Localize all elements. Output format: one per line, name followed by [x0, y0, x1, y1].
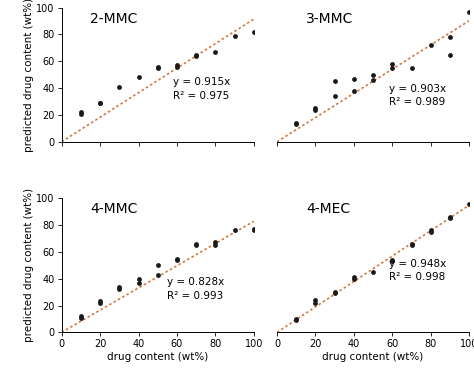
- Point: [369, 77, 377, 83]
- Point: [77, 313, 85, 319]
- Point: [116, 286, 123, 293]
- Point: [250, 226, 258, 232]
- Point: [135, 276, 142, 282]
- Point: [311, 297, 319, 303]
- Text: y = 0.948x
R² = 0.998: y = 0.948x R² = 0.998: [389, 259, 446, 282]
- Point: [154, 272, 162, 278]
- Point: [369, 72, 377, 78]
- Point: [96, 100, 104, 106]
- Point: [427, 227, 435, 233]
- Point: [96, 300, 104, 306]
- Point: [192, 241, 200, 247]
- Point: [173, 256, 181, 262]
- Point: [116, 284, 123, 290]
- Y-axis label: predicted drug content (wt%): predicted drug content (wt%): [24, 0, 34, 152]
- Point: [369, 269, 377, 275]
- Point: [331, 93, 338, 99]
- Point: [292, 317, 300, 323]
- Point: [192, 242, 200, 248]
- Point: [192, 52, 200, 58]
- Point: [192, 53, 200, 59]
- Point: [311, 107, 319, 113]
- Point: [292, 316, 300, 322]
- Point: [135, 74, 142, 81]
- Point: [465, 9, 473, 15]
- Point: [250, 227, 258, 233]
- Point: [350, 76, 358, 82]
- Point: [446, 52, 454, 58]
- Point: [173, 62, 181, 68]
- Point: [77, 110, 85, 117]
- Point: [446, 215, 454, 221]
- Point: [331, 290, 338, 296]
- Point: [173, 64, 181, 70]
- Y-axis label: predicted drug content (wt%): predicted drug content (wt%): [24, 188, 34, 342]
- Point: [465, 201, 473, 207]
- X-axis label: drug content (wt%): drug content (wt%): [322, 352, 424, 362]
- Point: [408, 65, 415, 71]
- Text: y = 0.903x
R² = 0.989: y = 0.903x R² = 0.989: [389, 84, 446, 107]
- Point: [427, 42, 435, 48]
- Point: [154, 64, 162, 70]
- Point: [311, 105, 319, 111]
- Point: [427, 229, 435, 235]
- Point: [389, 257, 396, 263]
- Point: [389, 61, 396, 67]
- Point: [408, 242, 415, 248]
- Point: [446, 34, 454, 40]
- Point: [311, 300, 319, 306]
- Point: [96, 298, 104, 304]
- Point: [250, 29, 258, 35]
- Text: 4-MMC: 4-MMC: [91, 202, 138, 216]
- Point: [231, 227, 238, 233]
- X-axis label: drug content (wt%): drug content (wt%): [107, 352, 209, 362]
- Point: [116, 84, 123, 90]
- Point: [331, 78, 338, 84]
- Point: [77, 314, 85, 320]
- Text: y = 0.828x
R² = 0.993: y = 0.828x R² = 0.993: [167, 277, 225, 301]
- Point: [350, 276, 358, 282]
- Text: 3-MMC: 3-MMC: [306, 12, 353, 26]
- Point: [231, 33, 238, 39]
- Point: [154, 65, 162, 71]
- Point: [292, 120, 300, 126]
- Point: [212, 49, 219, 55]
- Point: [292, 121, 300, 128]
- Point: [389, 258, 396, 264]
- Point: [350, 274, 358, 280]
- Point: [389, 65, 396, 71]
- Point: [331, 289, 338, 295]
- Point: [212, 242, 219, 248]
- Text: y = 0.915x
R² = 0.975: y = 0.915x R² = 0.975: [173, 78, 230, 100]
- Point: [154, 262, 162, 268]
- Point: [135, 280, 142, 286]
- Point: [173, 257, 181, 263]
- Point: [408, 241, 415, 247]
- Point: [212, 240, 219, 246]
- Point: [96, 100, 104, 106]
- Point: [77, 109, 85, 115]
- Text: 2-MMC: 2-MMC: [91, 12, 138, 26]
- Text: 4-MEC: 4-MEC: [306, 202, 350, 216]
- Point: [350, 88, 358, 94]
- Point: [446, 214, 454, 220]
